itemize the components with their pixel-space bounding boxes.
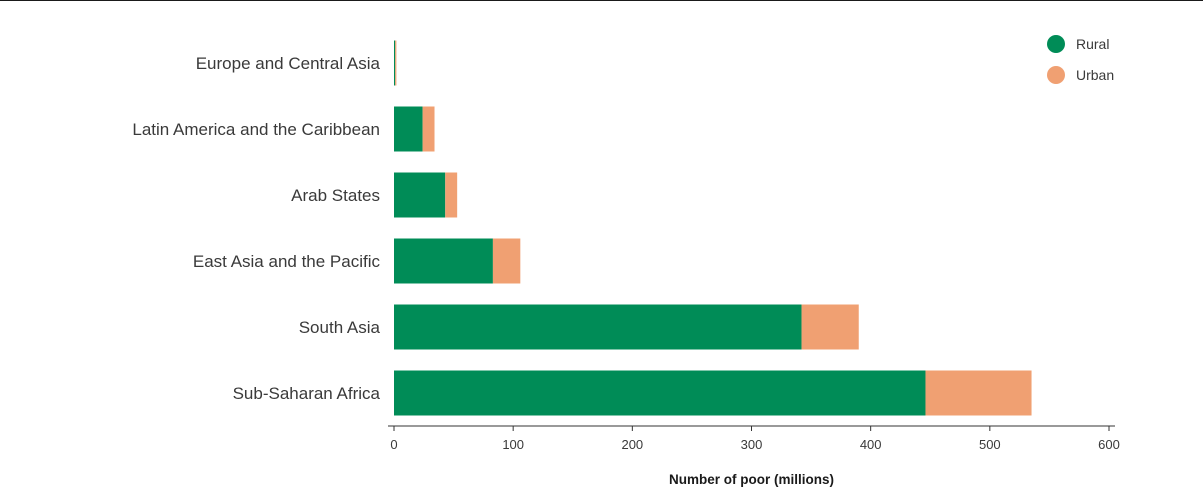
bar-rural-latin-america-and-the-caribbean	[394, 106, 423, 152]
legend-label-rural: Rural	[1076, 36, 1109, 52]
x-tick-label-500: 500	[979, 437, 1001, 452]
category-label-sub-saharan-africa: Sub-Saharan Africa	[233, 384, 381, 403]
x-tick-label-400: 400	[860, 437, 882, 452]
legend-label-urban: Urban	[1076, 67, 1114, 83]
bar-urban-sub-saharan-africa	[925, 370, 1032, 416]
legend-marker-rural	[1047, 35, 1065, 53]
x-axis-title: Number of poor (millions)	[669, 472, 834, 487]
bar-rural-south-asia	[394, 304, 802, 350]
bar-urban-arab-states	[445, 172, 458, 218]
x-axis: 0 100 200 300 400 500 600	[388, 425, 1120, 452]
bar-rural-sub-saharan-africa	[394, 370, 926, 416]
legend: Rural Urban	[1047, 35, 1114, 84]
x-tick-label-600: 600	[1098, 437, 1120, 452]
x-tick-label-100: 100	[502, 437, 524, 452]
bar-urban-europe-and-central-asia	[395, 40, 397, 86]
category-label-europe-and-central-asia: Europe and Central Asia	[196, 54, 381, 73]
category-labels: Europe and Central Asia Latin America and…	[132, 54, 380, 403]
x-tick-label-0: 0	[390, 437, 397, 452]
x-tick-label-200: 200	[621, 437, 643, 452]
bars-layer	[394, 40, 1032, 416]
bar-urban-south-asia	[801, 304, 859, 350]
bar-urban-east-asia-and-the-pacific	[492, 238, 521, 284]
bar-urban-latin-america-and-the-caribbean	[422, 106, 435, 152]
category-label-arab-states: Arab States	[291, 186, 380, 205]
category-label-south-asia: South Asia	[299, 318, 381, 337]
top-divider-line	[0, 0, 1203, 1]
category-label-latin-america-and-the-caribbean: Latin America and the Caribbean	[132, 120, 380, 139]
legend-marker-urban	[1047, 66, 1065, 84]
bar-rural-arab-states	[394, 172, 446, 218]
x-tick-label-300: 300	[741, 437, 763, 452]
category-label-east-asia-and-the-pacific: East Asia and the Pacific	[193, 252, 381, 271]
bar-rural-east-asia-and-the-pacific	[394, 238, 493, 284]
bar-rural-europe-and-central-asia	[394, 40, 396, 86]
